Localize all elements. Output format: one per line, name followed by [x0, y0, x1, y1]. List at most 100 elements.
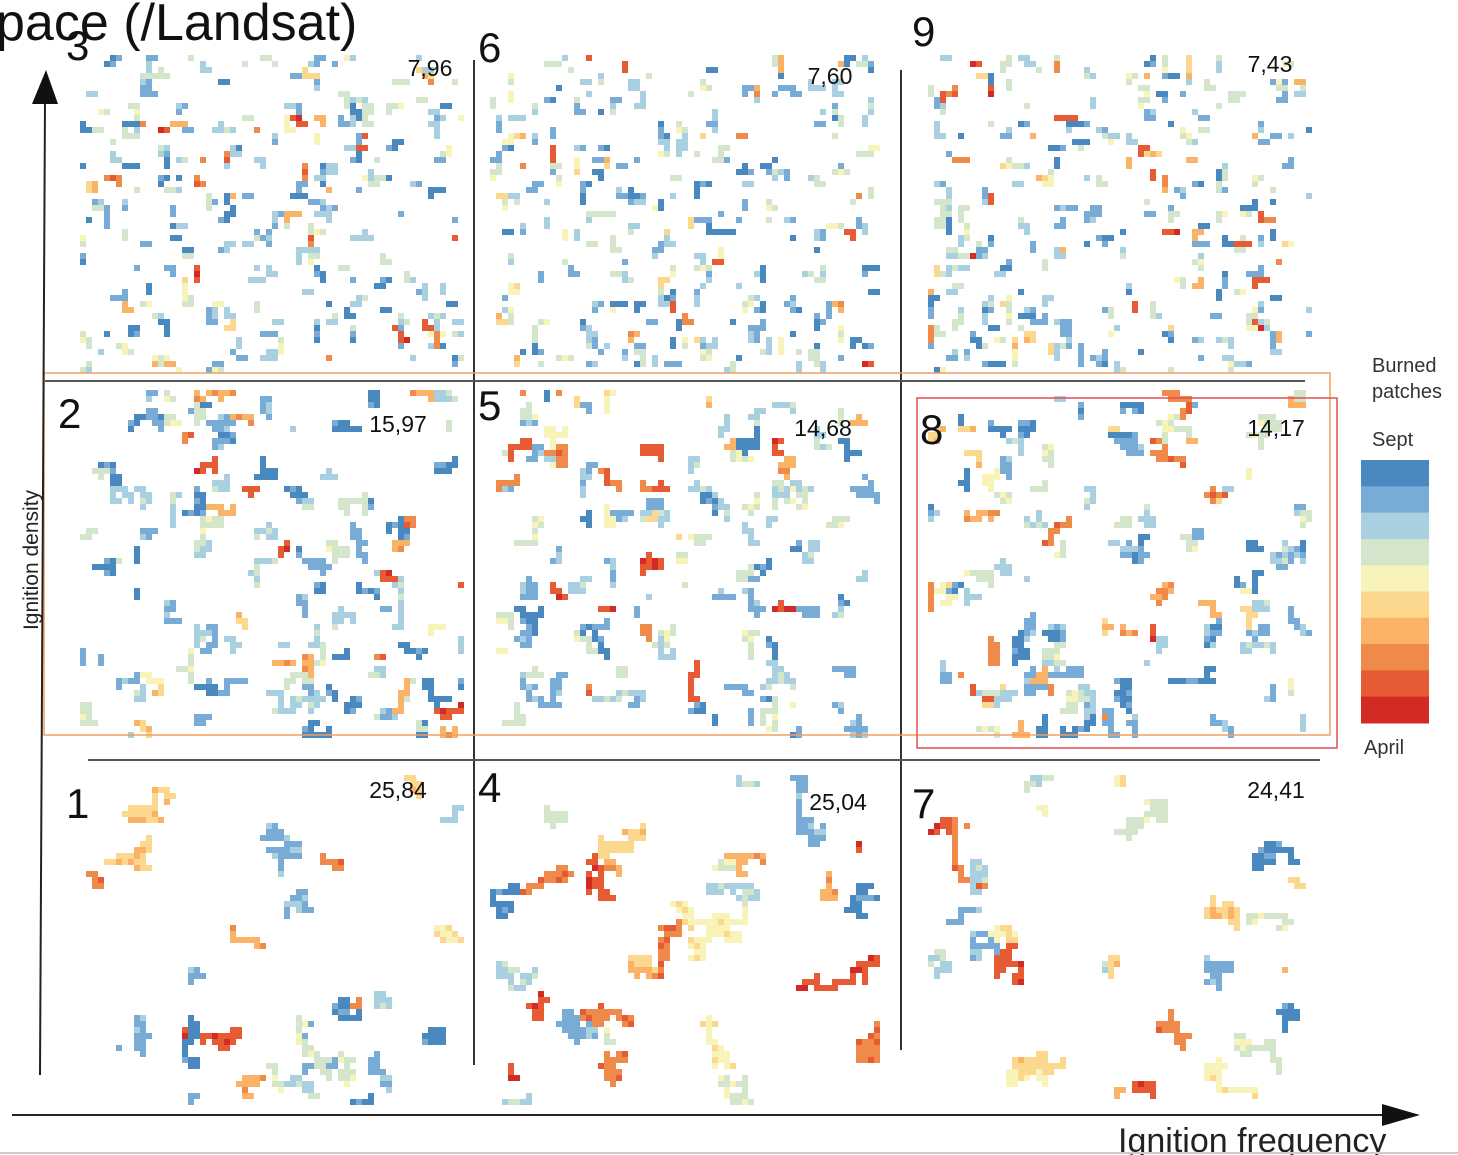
burned-cell [850, 895, 856, 901]
burned-cell [604, 1033, 610, 1039]
burned-cell [748, 690, 754, 696]
burned-cell [1114, 829, 1120, 835]
burned-cell [302, 289, 308, 295]
burned-cell [724, 229, 730, 235]
burned-cell [772, 648, 778, 654]
burned-cell [652, 516, 658, 522]
burned-cell [964, 877, 970, 883]
burned-cell [380, 666, 386, 672]
burned-cell [350, 115, 356, 121]
burned-cell [868, 145, 874, 151]
burned-cell [694, 265, 700, 271]
burned-cell [874, 961, 880, 967]
burned-cell [592, 1015, 598, 1021]
burned-cell [296, 696, 302, 702]
burned-cell [616, 1015, 622, 1021]
burned-cell [742, 901, 748, 907]
burned-cell [964, 426, 970, 432]
burned-cell [224, 1045, 230, 1051]
burned-cell [856, 714, 862, 720]
burned-cell [110, 295, 116, 301]
burned-cell [458, 115, 464, 121]
burned-cell [604, 1051, 610, 1057]
burned-cell [508, 889, 514, 895]
burned-cell [308, 564, 314, 570]
burned-cell [428, 325, 434, 331]
burned-cell [122, 235, 128, 241]
burned-cell [754, 271, 760, 277]
burned-cell [778, 486, 784, 492]
burned-cell [994, 937, 1000, 943]
burned-cell [658, 151, 664, 157]
burned-cell [706, 919, 712, 925]
burned-cell [724, 684, 730, 690]
burned-cell [146, 678, 152, 684]
burned-cell [586, 871, 592, 877]
burned-cell [152, 55, 158, 61]
burned-cell [622, 690, 628, 696]
burned-cell [712, 337, 718, 343]
burned-cell [508, 283, 514, 289]
burned-cell [808, 817, 814, 823]
burned-cell [736, 871, 742, 877]
burned-cell [416, 55, 422, 61]
burned-cell [200, 534, 206, 540]
burned-cell [940, 817, 946, 823]
burned-cell [742, 883, 748, 889]
burned-cell [302, 1021, 308, 1027]
burned-cell [628, 331, 634, 337]
burned-cell [128, 426, 134, 432]
burned-cell [356, 546, 362, 552]
burned-cell [254, 277, 260, 283]
burned-cell [80, 708, 86, 714]
burned-cell [1210, 895, 1216, 901]
burned-cell [868, 187, 874, 193]
burned-cell [374, 714, 380, 720]
burned-cell [200, 684, 206, 690]
burned-cell [976, 871, 982, 877]
burned-cell [700, 265, 706, 271]
burned-cell [1054, 522, 1060, 528]
burned-cell [230, 678, 236, 684]
burned-cell [532, 522, 538, 528]
burned-cell [386, 175, 392, 181]
burned-cell [1258, 913, 1264, 919]
burned-cell [410, 781, 416, 787]
burned-cell [1090, 486, 1096, 492]
burned-cell [748, 714, 754, 720]
burned-cell [1216, 973, 1222, 979]
burned-cell [544, 450, 550, 456]
burned-cell [520, 588, 526, 594]
burned-cell [598, 211, 604, 217]
burned-cell [856, 420, 862, 426]
burned-cell [646, 594, 652, 600]
burned-cell [526, 582, 532, 588]
burned-cell [634, 702, 640, 708]
burned-cell [260, 157, 266, 163]
burned-cell [278, 702, 284, 708]
burned-cell [790, 307, 796, 313]
burned-cell [778, 678, 784, 684]
burned-cell [1204, 955, 1210, 961]
burned-cell [814, 985, 820, 991]
burned-cell [134, 133, 140, 139]
burned-cell [1204, 967, 1210, 973]
burned-cell [1042, 1051, 1048, 1057]
burned-cell [556, 1021, 562, 1027]
burned-cell [290, 895, 296, 901]
burned-cell [532, 612, 538, 618]
burned-cell [212, 307, 218, 313]
burned-cell [754, 853, 760, 859]
burned-cell [116, 480, 122, 486]
burned-cell [628, 199, 634, 205]
burned-cell [556, 811, 562, 817]
burned-cell [574, 109, 580, 115]
burned-cell [868, 1045, 874, 1051]
burned-cell [526, 696, 532, 702]
burned-cell [206, 522, 212, 528]
burned-cell [98, 468, 104, 474]
burned-cell [1294, 1009, 1300, 1015]
burned-cell [724, 157, 730, 163]
burned-cell [796, 985, 802, 991]
burned-cell [616, 871, 622, 877]
